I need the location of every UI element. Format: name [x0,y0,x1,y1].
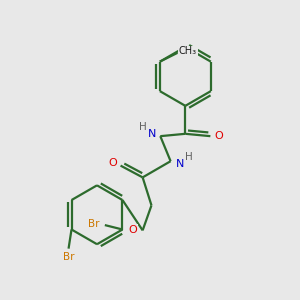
Text: H: H [140,122,147,132]
Text: H: H [185,152,193,162]
Text: Br: Br [88,219,99,229]
Text: Br: Br [63,252,74,262]
Text: CH₃: CH₃ [179,46,197,56]
Text: O: O [129,225,138,236]
Text: N: N [148,129,156,139]
Text: N: N [176,158,184,169]
Text: O: O [108,158,117,168]
Text: O: O [214,131,223,141]
